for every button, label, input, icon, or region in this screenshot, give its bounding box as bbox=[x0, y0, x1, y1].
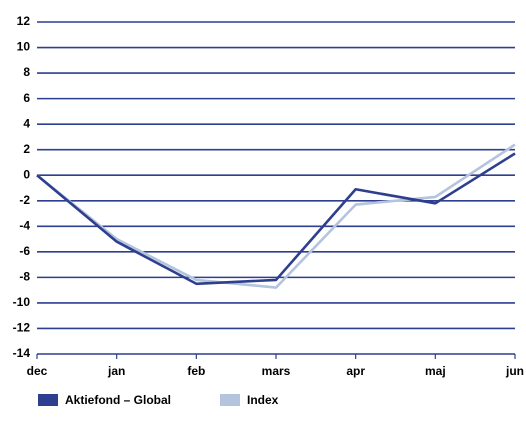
y-tick-label: 0 bbox=[23, 167, 30, 181]
legend-label: Aktiefond – Global bbox=[65, 393, 171, 407]
legend-label: Index bbox=[247, 393, 279, 407]
y-tick-label: -4 bbox=[19, 218, 30, 232]
x-tick-label: dec bbox=[27, 364, 48, 378]
line-series bbox=[36, 143, 516, 289]
y-tick-label: -14 bbox=[13, 346, 31, 360]
y-tick-label: -12 bbox=[13, 321, 31, 335]
y-tick-label: 4 bbox=[23, 116, 30, 130]
x-tick-label: mars bbox=[262, 364, 291, 378]
line-series bbox=[36, 152, 516, 286]
x-tick-label: feb bbox=[187, 364, 205, 378]
y-tick-label: -8 bbox=[19, 270, 30, 284]
y-tick-label: 2 bbox=[23, 142, 30, 156]
x-tick-label: jan bbox=[107, 364, 125, 378]
legend-swatch bbox=[38, 394, 58, 406]
y-tick-label: 6 bbox=[23, 91, 30, 105]
x-tick-label: maj bbox=[425, 364, 446, 378]
x-tick-label: jun bbox=[505, 364, 524, 378]
y-tick-label: -6 bbox=[19, 244, 30, 258]
legend-swatch bbox=[220, 394, 240, 406]
y-tick-label: 8 bbox=[23, 65, 30, 79]
y-tick-label: -2 bbox=[19, 193, 30, 207]
y-tick-label: 10 bbox=[17, 40, 31, 54]
x-tick-label: apr bbox=[346, 364, 365, 378]
y-tick-label: 12 bbox=[17, 14, 31, 28]
y-tick-label: -10 bbox=[13, 295, 31, 309]
